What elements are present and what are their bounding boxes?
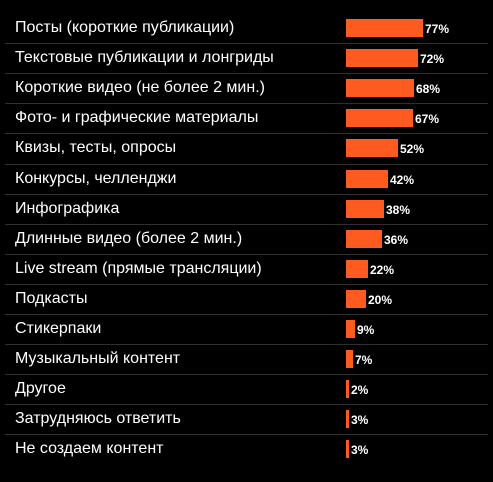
bar [346, 19, 423, 37]
bar [346, 440, 349, 459]
bar [346, 199, 384, 218]
category-label: Посты (короткие публикации) [15, 19, 235, 36]
value-label: 7% [355, 353, 373, 368]
bar [346, 79, 414, 98]
value-label: 52% [400, 142, 425, 157]
category-label: Подкасты [15, 289, 88, 307]
category-label: Квизы, тесты, опросы [15, 139, 177, 157]
row-divider [5, 43, 488, 45]
value-label: 20% [368, 292, 393, 307]
value-label: 38% [386, 202, 411, 217]
value-label: 22% [370, 262, 395, 277]
bar [346, 139, 398, 158]
row-divider [5, 223, 488, 225]
row-divider [5, 314, 488, 315]
bar [346, 320, 355, 338]
category-label: Конкурсы, челленджи [15, 169, 177, 187]
row-divider [5, 253, 488, 255]
category-label: Текстовые публикации и лонгриды [15, 49, 274, 67]
bar [346, 229, 382, 248]
row-divider [5, 374, 488, 376]
category-label: Стикерпаки [15, 320, 102, 337]
row-divider [5, 163, 488, 165]
row-divider [5, 133, 488, 135]
category-label: Инфографика [15, 199, 120, 217]
category-label: Не создаем контент [15, 440, 164, 458]
row-divider [5, 404, 488, 406]
bar [346, 109, 413, 128]
value-label: 77% [425, 22, 450, 36]
value-label: 67% [415, 112, 440, 127]
row-divider [5, 434, 488, 436]
value-label: 9% [357, 323, 375, 337]
row-divider [5, 103, 488, 105]
row-divider [5, 73, 488, 75]
row-divider [5, 283, 488, 285]
row-divider [5, 193, 488, 195]
bar [346, 350, 353, 369]
category-label: Музыкальный контент [15, 350, 181, 368]
category-label: Фото- и графические материалы [15, 109, 259, 127]
category-label: Затрудняюсь ответить [15, 410, 181, 428]
category-label: Другое [15, 380, 66, 398]
value-label: 3% [351, 413, 369, 428]
row-divider [5, 344, 488, 346]
value-label: 36% [384, 232, 409, 247]
category-label: Live stream (прямые трансляции) [15, 259, 262, 277]
value-label: 3% [351, 443, 369, 458]
bar [346, 289, 366, 308]
value-label: 2% [351, 383, 369, 398]
value-label: 42% [390, 172, 415, 187]
value-label: 68% [416, 82, 441, 97]
value-label: 72% [420, 52, 445, 67]
bar [346, 380, 349, 399]
category-label: Короткие видео (не более 2 мин.) [15, 79, 265, 97]
bar [346, 49, 418, 68]
bar [346, 259, 368, 278]
category-label: Длинные видео (более 2 мин.) [15, 229, 243, 247]
bar [346, 410, 349, 429]
bar [346, 169, 388, 188]
